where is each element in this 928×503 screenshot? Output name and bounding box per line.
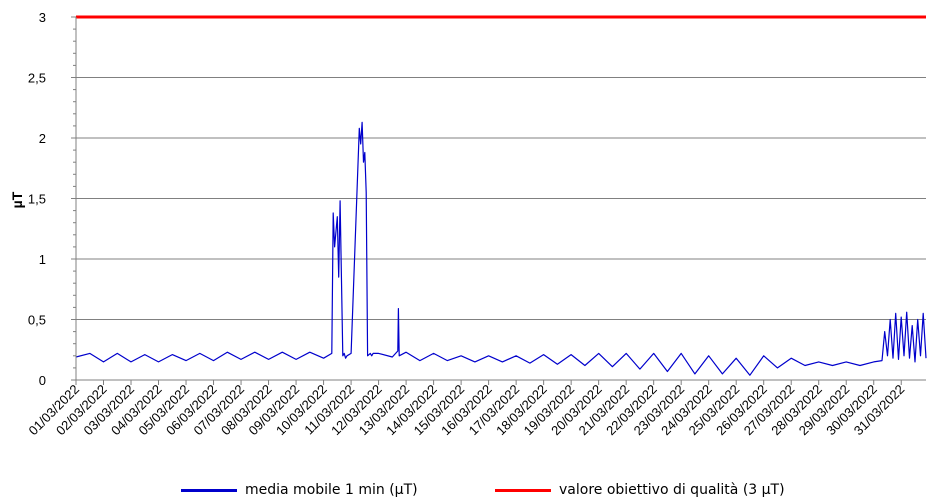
legend-swatch-red [495,488,551,492]
legend-item-series-1: media mobile 1 min (µT) [181,482,418,498]
legend-label: media mobile 1 min (µT) [245,482,418,498]
y-tick-label: 1,5 [28,192,46,207]
y-tick-label: 0 [39,373,46,388]
y-tick-label: 2 [39,131,46,146]
legend-label: valore obiettivo di qualità (3 µT) [559,482,785,498]
y-tick-label: 0,5 [28,313,46,328]
series-lines [75,15,927,376]
y-axis-ticks: 0 0,5 1 1,5 2 2,5 3 [28,10,76,388]
legend-item-series-2: valore obiettivo di qualità (3 µT) [495,482,785,498]
series-line-1 [75,121,927,376]
y-tick-label: 1 [39,252,46,267]
line-chart: 0 0,5 1 1,5 2 2,5 3 01/03/202202/03/202203/03/… [9,10,927,438]
y-tick-label: 3 [39,10,46,25]
y-axis-title: µT [9,191,25,208]
legend: media mobile 1 min (µT) valore obiettivo… [0,482,928,502]
legend-swatch-blue [181,488,237,492]
y-tick-label: 2,5 [28,71,46,86]
x-axis-ticks: 01/03/202202/03/202203/03/202204/03/2022… [25,380,907,438]
gridlines [76,16,926,320]
